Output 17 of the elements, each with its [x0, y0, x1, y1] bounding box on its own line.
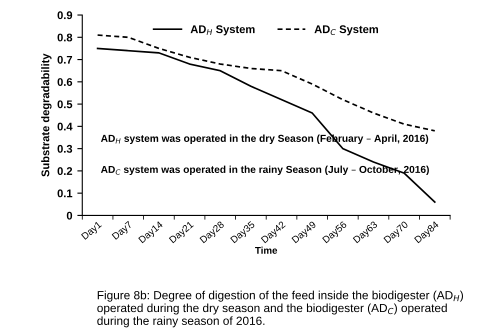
y-tick-label: 0.7: [58, 56, 72, 64]
y-axis-title: Substrate degradability: [41, 54, 52, 177]
y-tick-label: 0.4: [58, 122, 72, 130]
y-tick-label: 0.8: [58, 34, 72, 42]
y-tick-label: 0.5: [58, 100, 72, 108]
legend-label: AD$_{H}$ System: [190, 25, 255, 36]
text: Figure 8b: Degree of digestion of the feed inside the biodigester (AD$_{H}$) operated during the dry season and the biodigester (AD$_{C}$) operated during the rainy season of 2016.: [97, 290, 463, 328]
y-tick-label: 0.2: [58, 167, 72, 176]
y-tick-label: 0.1: [58, 189, 72, 198]
line-series: [96, 48, 436, 203]
x-axis-title: Time: [255, 246, 278, 254]
y-tick-label: 0.3: [58, 144, 72, 153]
y-tick-label: 0.6: [58, 78, 72, 86]
y-tick-label: 0: [66, 212, 72, 220]
y-tick-label: 0.9: [58, 11, 72, 20]
legend-label: AD$_{C}$ System: [314, 25, 378, 36]
line-series: [96, 34, 436, 132]
